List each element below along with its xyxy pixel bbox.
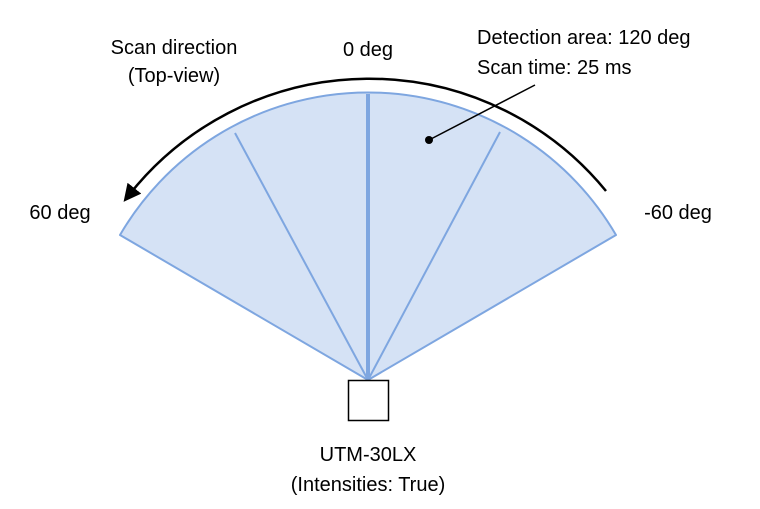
sector-divider-right [367,131,501,381]
scan-time-label: Scan time: 25 ms [477,57,632,79]
sensor-name-label: UTM-30LX [320,444,417,466]
angle-label-60: 60 deg [29,202,90,224]
scan-direction-label-line2: (Top-view) [128,65,220,87]
detection-area-label: Detection area: 120 deg [477,27,691,49]
sensor-mode-label: (Intensities: True) [291,474,446,496]
sector-divider-left [234,132,369,381]
callout-dot [425,136,433,144]
scan-direction-arrow [123,77,607,202]
callout-leader-line [428,84,536,141]
sensor-box [347,379,390,422]
scan-direction-label-line1: Scan direction [111,37,238,59]
angle-label-minus-60: -60 deg [644,202,712,224]
angle-label-0: 0 deg [343,39,393,61]
